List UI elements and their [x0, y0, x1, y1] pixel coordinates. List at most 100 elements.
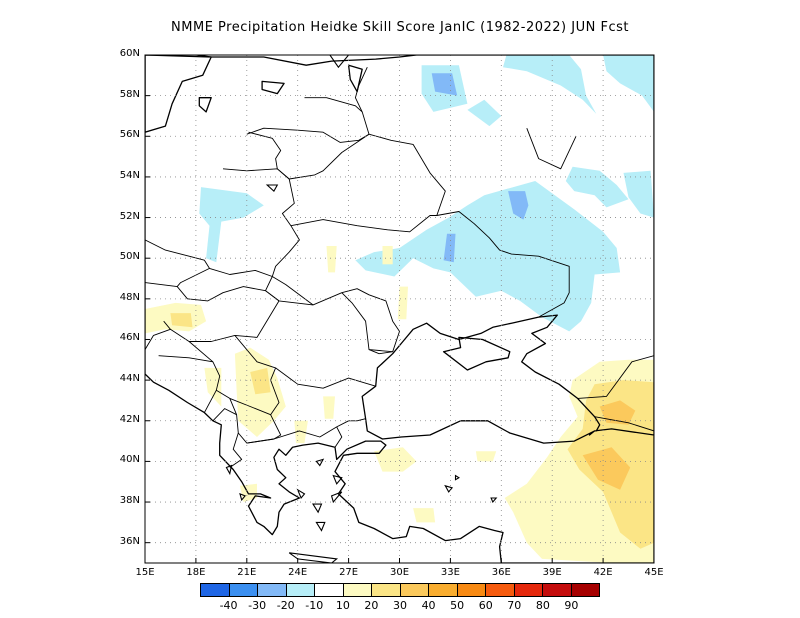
skill-region-17 — [250, 367, 271, 395]
lake-1 — [490, 497, 498, 504]
colorbar-swatch-7 — [400, 584, 429, 596]
skill-region-3 — [503, 55, 597, 114]
skill-region-28 — [582, 447, 631, 490]
colorbar-label-12: 90 — [564, 599, 579, 612]
lat-label-50: 50N — [119, 251, 140, 263]
lon-label-15: 15E — [135, 567, 155, 578]
skill-region-8 — [355, 181, 621, 332]
lat-label-60: 60N — [119, 48, 140, 59]
skill-region-7 — [623, 170, 654, 218]
colorbar-swatch-6 — [372, 584, 401, 596]
border-10 — [265, 276, 314, 306]
axis-ticks — [144, 54, 655, 563]
skill-region-6 — [565, 166, 629, 208]
lake-0 — [329, 55, 350, 69]
island-5 — [332, 474, 343, 485]
island-6 — [315, 458, 325, 467]
coastline-saaremaa — [261, 80, 285, 95]
border-21 — [229, 432, 243, 468]
border-9 — [145, 282, 280, 302]
lat-label-44: 44N — [119, 373, 140, 385]
border-6 — [290, 215, 437, 233]
island-8 — [225, 464, 233, 476]
colorbar-label-1: -30 — [248, 599, 267, 612]
border-27 — [526, 128, 577, 170]
colorbar-label-11: 80 — [535, 599, 550, 612]
border-18 — [229, 335, 280, 416]
skill-region-23 — [413, 508, 436, 523]
lat-label-58: 58N — [119, 88, 140, 100]
colorbar-swatch-3 — [286, 584, 315, 596]
island-2 — [315, 521, 326, 532]
colorbar-label-5: 20 — [364, 599, 379, 612]
lat-label-42: 42N — [119, 413, 140, 425]
border-14 — [145, 328, 171, 350]
lon-label-24: 24E — [288, 567, 308, 578]
colorbar-label-9: 60 — [478, 599, 493, 612]
skill-region-13 — [397, 286, 408, 320]
lat-label-48: 48N — [119, 291, 140, 303]
skill-region-19 — [323, 396, 335, 419]
lon-label-27: 27E — [339, 567, 359, 578]
colorbar-swatch-2 — [258, 584, 287, 596]
island-10 — [444, 484, 454, 493]
colorbar-swatch-4 — [315, 584, 344, 596]
border-11 — [176, 267, 210, 287]
coastline-gotland — [198, 97, 212, 113]
colorbar-swatch-5 — [343, 584, 372, 596]
lon-label-42: 42E — [593, 567, 613, 578]
colorbar-swatch-9 — [457, 584, 486, 596]
border-15 — [188, 341, 221, 413]
skill-region-9 — [508, 191, 529, 220]
lon-label-18: 18E — [186, 567, 206, 578]
lon-label-39: 39E — [542, 567, 562, 578]
colorbar-swatch-11 — [514, 584, 543, 596]
colorbar-label-10: 70 — [507, 599, 522, 612]
lat-label-52: 52N — [119, 210, 140, 222]
lat-label-40: 40N — [119, 454, 140, 466]
island-3 — [288, 552, 339, 563]
lon-label-33: 33E — [440, 567, 460, 578]
skill-region-4 — [603, 55, 654, 112]
skill-region-1 — [431, 73, 458, 96]
coastline-crimea — [442, 336, 511, 371]
colorbar-swatch-10 — [486, 584, 515, 596]
skill-score-regions — [145, 55, 654, 563]
border-26 — [594, 416, 654, 432]
island-9 — [296, 488, 306, 500]
colorbar — [200, 583, 600, 597]
skill-region-5 — [199, 187, 264, 263]
skill-region-22 — [374, 447, 417, 472]
lat-label-36: 36N — [119, 535, 140, 547]
colorbar-label-6: 30 — [393, 599, 407, 612]
lat-label-56: 56N — [119, 129, 140, 141]
island-1 — [312, 503, 323, 514]
border-0 — [246, 127, 370, 143]
border-8 — [341, 292, 393, 353]
border-19 — [275, 367, 376, 389]
border-23 — [334, 426, 343, 448]
colorbar-swatch-0 — [201, 584, 230, 596]
coastline-mainland — [145, 55, 654, 563]
skill-region-18 — [204, 367, 222, 407]
country-borders — [145, 67, 654, 468]
island-7 — [239, 492, 247, 502]
lat-label-46: 46N — [119, 332, 140, 344]
lat-label-38: 38N — [119, 495, 140, 507]
colorbar-label-4: 10 — [335, 599, 350, 612]
colorbar-label-7: 40 — [421, 599, 436, 612]
lon-label-21: 21E — [237, 567, 257, 578]
border-7 — [272, 276, 400, 352]
colorbar-swatch-8 — [429, 584, 458, 596]
colorbar-swatch-13 — [571, 584, 599, 596]
border-12 — [145, 239, 273, 277]
colorbar-label-3: -10 — [305, 599, 324, 612]
border-25 — [577, 355, 654, 399]
skill-region-24 — [475, 451, 497, 462]
island-4 — [330, 491, 343, 504]
colorbar-swatch-1 — [229, 584, 258, 596]
lon-label-30: 30E — [389, 567, 410, 578]
lon-label-45: 45E — [644, 567, 664, 578]
border-1 — [248, 131, 282, 169]
